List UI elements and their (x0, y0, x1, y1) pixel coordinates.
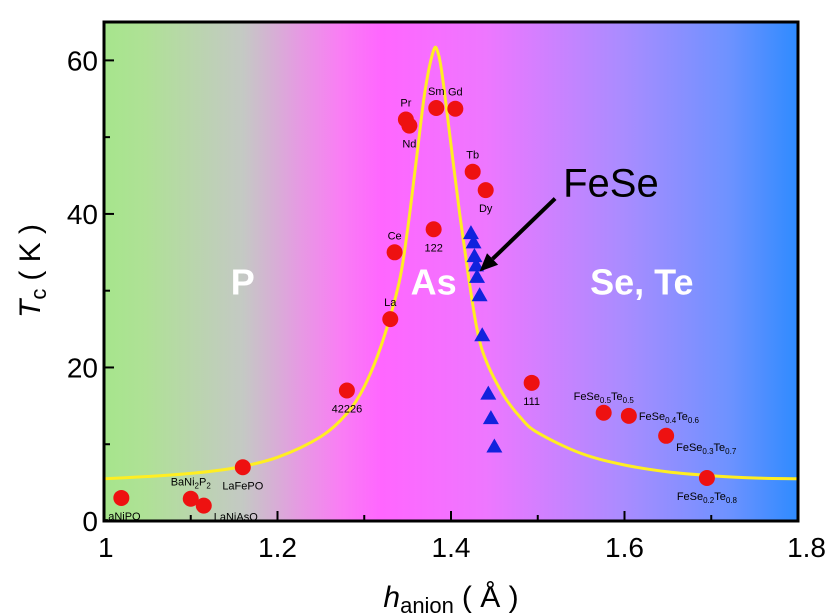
y-tick-label: 20 (67, 352, 98, 383)
point-label: 122 (424, 242, 442, 254)
circle-point (425, 221, 442, 238)
point-label: LaFePO (222, 480, 263, 492)
triangle-point (468, 257, 485, 272)
fese-annotation: FeSe (479, 162, 659, 272)
circle-series (113, 99, 715, 514)
x-tick-label: 1.2 (258, 532, 297, 563)
circle-point (195, 497, 212, 514)
triangle-point (480, 385, 497, 400)
circle-point (447, 100, 464, 117)
point-label: Dy (479, 203, 493, 215)
x-tick-label: 1.6 (605, 532, 644, 563)
circle-point (464, 163, 481, 180)
circle-point (523, 374, 540, 391)
triangle-point (462, 225, 479, 240)
point-label: BaNi2P2 (171, 477, 212, 491)
circle-point (386, 244, 403, 261)
circle-point (338, 382, 355, 399)
point-label: Gd (448, 87, 463, 99)
x-tick-label: 1.4 (432, 532, 471, 563)
circle-point (698, 470, 715, 487)
circle-point (428, 99, 445, 116)
point-label: FeSe0.2Te0.8 (677, 491, 738, 505)
x-tick-label: 1.8 (787, 532, 826, 563)
y-axis-ticks: 0 20 40 60 (67, 45, 114, 537)
circle-point (234, 459, 251, 476)
trend-curve (103, 45, 799, 481)
region-labels: P As Se, Te (231, 262, 694, 303)
y-tick-label: 60 (67, 45, 98, 76)
x-axis-title: hanion ( Å ) (383, 581, 518, 613)
y-tick-label: 40 (67, 199, 98, 230)
triangle-point (471, 287, 488, 302)
point-label: 42226 (332, 403, 363, 415)
annotation-arrow-head (479, 253, 499, 272)
circle-point (620, 407, 637, 424)
y-axis-title: Tc ( K ) (14, 224, 51, 318)
circle-point (595, 404, 612, 421)
x-tick-label: 1 (98, 532, 114, 563)
y-axis-title-sub: c (26, 289, 51, 300)
triangle-point (469, 268, 486, 283)
triangle-point (465, 234, 482, 249)
circle-point (113, 489, 130, 506)
circle-point (382, 311, 399, 328)
point-label: Pr (400, 97, 411, 109)
annotation-arrow-shaft (491, 197, 557, 261)
circle-point (182, 490, 199, 507)
x-axis-title-sub: anion (400, 593, 454, 613)
point-label: Nd (402, 139, 416, 151)
annotation-label: FeSe (563, 162, 659, 206)
point-label: Sm (428, 86, 445, 98)
x-axis-ticks: 1 1.2 1.4 1.6 1.8 (98, 511, 826, 563)
y-axis-title-main: T (14, 297, 47, 318)
point-label: FeSe0.5Te0.5 (574, 391, 635, 405)
point-label: FeSe0.4Te0.6 (639, 411, 700, 425)
triangle-point (474, 327, 491, 342)
point-label: Ce (388, 230, 402, 242)
x-axis-title-main: h (383, 581, 400, 613)
triangle-point (466, 248, 483, 263)
fese-triangle-series (462, 225, 503, 453)
circle-point (477, 182, 494, 199)
x-axis-title-unit: ( Å ) (462, 581, 519, 613)
circle-point (401, 117, 418, 134)
triangle-point (486, 438, 503, 453)
point-label: 111 (523, 396, 540, 408)
triangle-point (482, 410, 499, 425)
region-label: As (411, 262, 457, 303)
region-label: P (231, 262, 255, 303)
circle-point (658, 427, 675, 444)
y-axis-title-unit: ( K ) (14, 224, 47, 281)
point-label: La (384, 297, 397, 309)
region-label: Se, Te (590, 262, 693, 303)
y-tick-label: 0 (82, 506, 98, 537)
point-label: FeSe0.3Te0.7 (676, 442, 737, 456)
point-label: Tb (466, 150, 479, 162)
